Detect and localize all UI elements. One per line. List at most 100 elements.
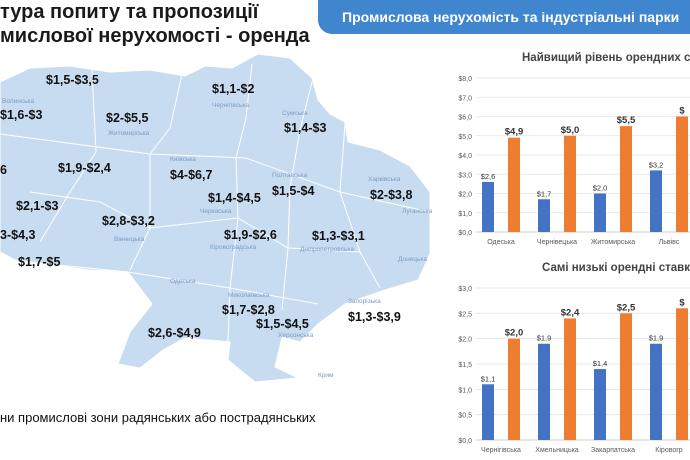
- region-label-odesa: Одеська: [170, 278, 196, 285]
- bar-min: [482, 384, 494, 440]
- region-label-kyiv: Київська: [170, 156, 196, 163]
- page-title-line-1: тура попиту та пропозиції: [0, 1, 259, 23]
- bar-data-label: $2,4: [561, 307, 580, 318]
- bar-max: [676, 116, 688, 232]
- region-label-kherson: Херсонська: [278, 332, 314, 339]
- price-volyn: $1,5-$3,5: [46, 73, 99, 87]
- price-kherson: $1,5-$4,5: [256, 317, 309, 331]
- chart-title-lowest: Самі низькі орендні ставки: [542, 262, 690, 274]
- price-cherkasy: $1,4-$4,5: [208, 191, 261, 205]
- region-label-kharkiv: Харківська: [368, 176, 401, 183]
- y-tick-label: $2,0: [458, 192, 472, 199]
- bar-data-label: $2,6: [481, 172, 496, 181]
- bar-data-label: $2,0: [593, 184, 608, 193]
- price-dnipro: $1,3-$3,1: [312, 229, 365, 243]
- bar-max: [676, 308, 688, 440]
- bar-max: [620, 126, 632, 232]
- bar-data-label: $1,4: [593, 359, 608, 368]
- bar-max: [564, 135, 576, 232]
- price-sumy: $1,4-$3: [284, 121, 327, 135]
- price-khmelnytskyi: $1,9-$2,4: [58, 161, 111, 175]
- price-kharkiv: $2-$3,8: [370, 188, 413, 202]
- page-title-line-2: мислової нерухомості - оренда: [0, 25, 310, 47]
- y-tick-label: $2,5: [458, 311, 472, 318]
- y-tick-label: $4,0: [458, 153, 472, 160]
- x-tick-label: Кіровогр: [655, 446, 683, 454]
- price-chernivtsi: $2,1-$3: [16, 199, 59, 213]
- page-title: тура попиту та пропозиції мислової нерух…: [0, 0, 310, 48]
- bar-max: [508, 137, 520, 232]
- region-label-zaporizhzhia: Запорізька: [348, 298, 381, 305]
- region-label-krym: Крим: [318, 372, 334, 379]
- region-label-cherkasy: Черкаська: [200, 208, 232, 215]
- bar-data-label: $3,2: [649, 160, 664, 169]
- price-kirovohrad: $1,9-$2,6: [224, 228, 277, 242]
- region-label-mykolaiv: Миколаївська: [228, 292, 270, 299]
- price-ternopil: 6: [0, 163, 7, 177]
- price-zhytomyr: $2-$5,5: [106, 111, 149, 125]
- y-tick-label: $3,0: [458, 286, 472, 293]
- ukraine-map: [0, 53, 430, 382]
- y-tick-label: $1,0: [458, 387, 472, 394]
- bar-data-label: $5,0: [561, 125, 580, 136]
- bar-data-label: $2,0: [505, 328, 524, 339]
- bar-data-label: $2,5: [617, 302, 636, 313]
- ukraine-map-shape: [0, 53, 430, 382]
- y-tick-label: $0,0: [458, 230, 472, 237]
- chart-panel-highest: Найвищий рівень орендних ст $0,0 $1,0 $2,0…: [438, 42, 690, 254]
- y-tick-label: $5,0: [458, 134, 472, 141]
- bar-data-label: $1,9: [649, 334, 664, 343]
- bar-min: [650, 343, 662, 440]
- y-tick-label: $8,0: [458, 76, 472, 83]
- x-tick-label: Хмельницька: [535, 447, 579, 454]
- y-tick-label: $2,0: [458, 337, 472, 344]
- bar-min: [482, 181, 494, 232]
- region-label-volyn: Волинська: [2, 98, 35, 105]
- price-kyiv: $4-$6,7: [170, 168, 213, 182]
- chart-panel-lowest: Самі низькі орендні ставки $0,0 $0,5 $1,0 $…: [438, 258, 690, 460]
- price-poltava: $1,5-$4: [272, 184, 315, 198]
- bar-data-label: $1,1: [481, 374, 496, 383]
- bar-data-label: $4,9: [505, 127, 524, 138]
- y-tick-label: $0,0: [458, 438, 472, 445]
- region-label-donetsk: Донецька: [398, 256, 428, 263]
- price-odesa: $2,6-$4,9: [148, 326, 201, 340]
- bar-min: [594, 193, 606, 232]
- chart-title-highest: Найвищий рівень орендних ст: [522, 52, 690, 64]
- region-label-zhytomyr: Житомирська: [108, 130, 150, 137]
- x-tick-label: Житомирська: [591, 239, 635, 246]
- price-rivne: $1,6-$3: [0, 108, 43, 122]
- x-tick-label: Чернівецька: [537, 238, 577, 246]
- bar-data-label: $5,5: [617, 115, 636, 126]
- y-tick-label: $7,0: [458, 95, 472, 102]
- bar-max: [620, 313, 632, 440]
- bottom-note: ни промислові зони радянських або постра…: [0, 410, 316, 425]
- bar-data-label: $1,9: [537, 334, 552, 343]
- bar-data-label: $1,7: [537, 189, 552, 198]
- y-tick-label: $6,0: [458, 115, 472, 122]
- y-tick-label: $1,0: [458, 211, 472, 218]
- price-zakarpattia: 3-$4,3: [0, 228, 36, 242]
- bar-min: [538, 343, 550, 440]
- bar-min: [650, 170, 662, 232]
- region-label-kirovohrad: Кіровоградська: [210, 244, 257, 251]
- price-ivano-frankivsk: $1,7-$5: [18, 255, 61, 269]
- x-tick-label: Чернігівська: [481, 446, 521, 454]
- y-tick-label: $0,5: [458, 413, 472, 420]
- section-banner: Промислова нерухомість та індустріальні …: [318, 0, 690, 34]
- bar-min: [538, 199, 550, 232]
- chart-highest: $0,0 $1,0 $2,0 $3,0 $4,0 $5,0 $6,0 $7,0 $8,0 $2,6…: [458, 76, 690, 246]
- price-mykolaiv: $1,7-$2,8: [222, 303, 275, 317]
- x-tick-label: Львівс: [659, 238, 680, 246]
- bar-max: [564, 318, 576, 440]
- region-label-vinnytsia: Вінницька: [114, 236, 145, 243]
- region-label-dnipro: Дніпропетровська: [300, 246, 354, 253]
- region-label-sumy: Сумська: [282, 110, 308, 117]
- bar-data-label: $: [679, 297, 685, 308]
- region-label-chernihiv: Чернігівська: [212, 102, 250, 109]
- y-tick-label: $3,0: [458, 172, 472, 179]
- price-zaporizhzhia: $1,3-$3,9: [348, 310, 401, 324]
- price-vinnytsia: $2,8-$3,2: [102, 214, 155, 228]
- bar-data-label: $: [679, 106, 685, 117]
- region-label-luhansk: Луганська: [402, 208, 433, 215]
